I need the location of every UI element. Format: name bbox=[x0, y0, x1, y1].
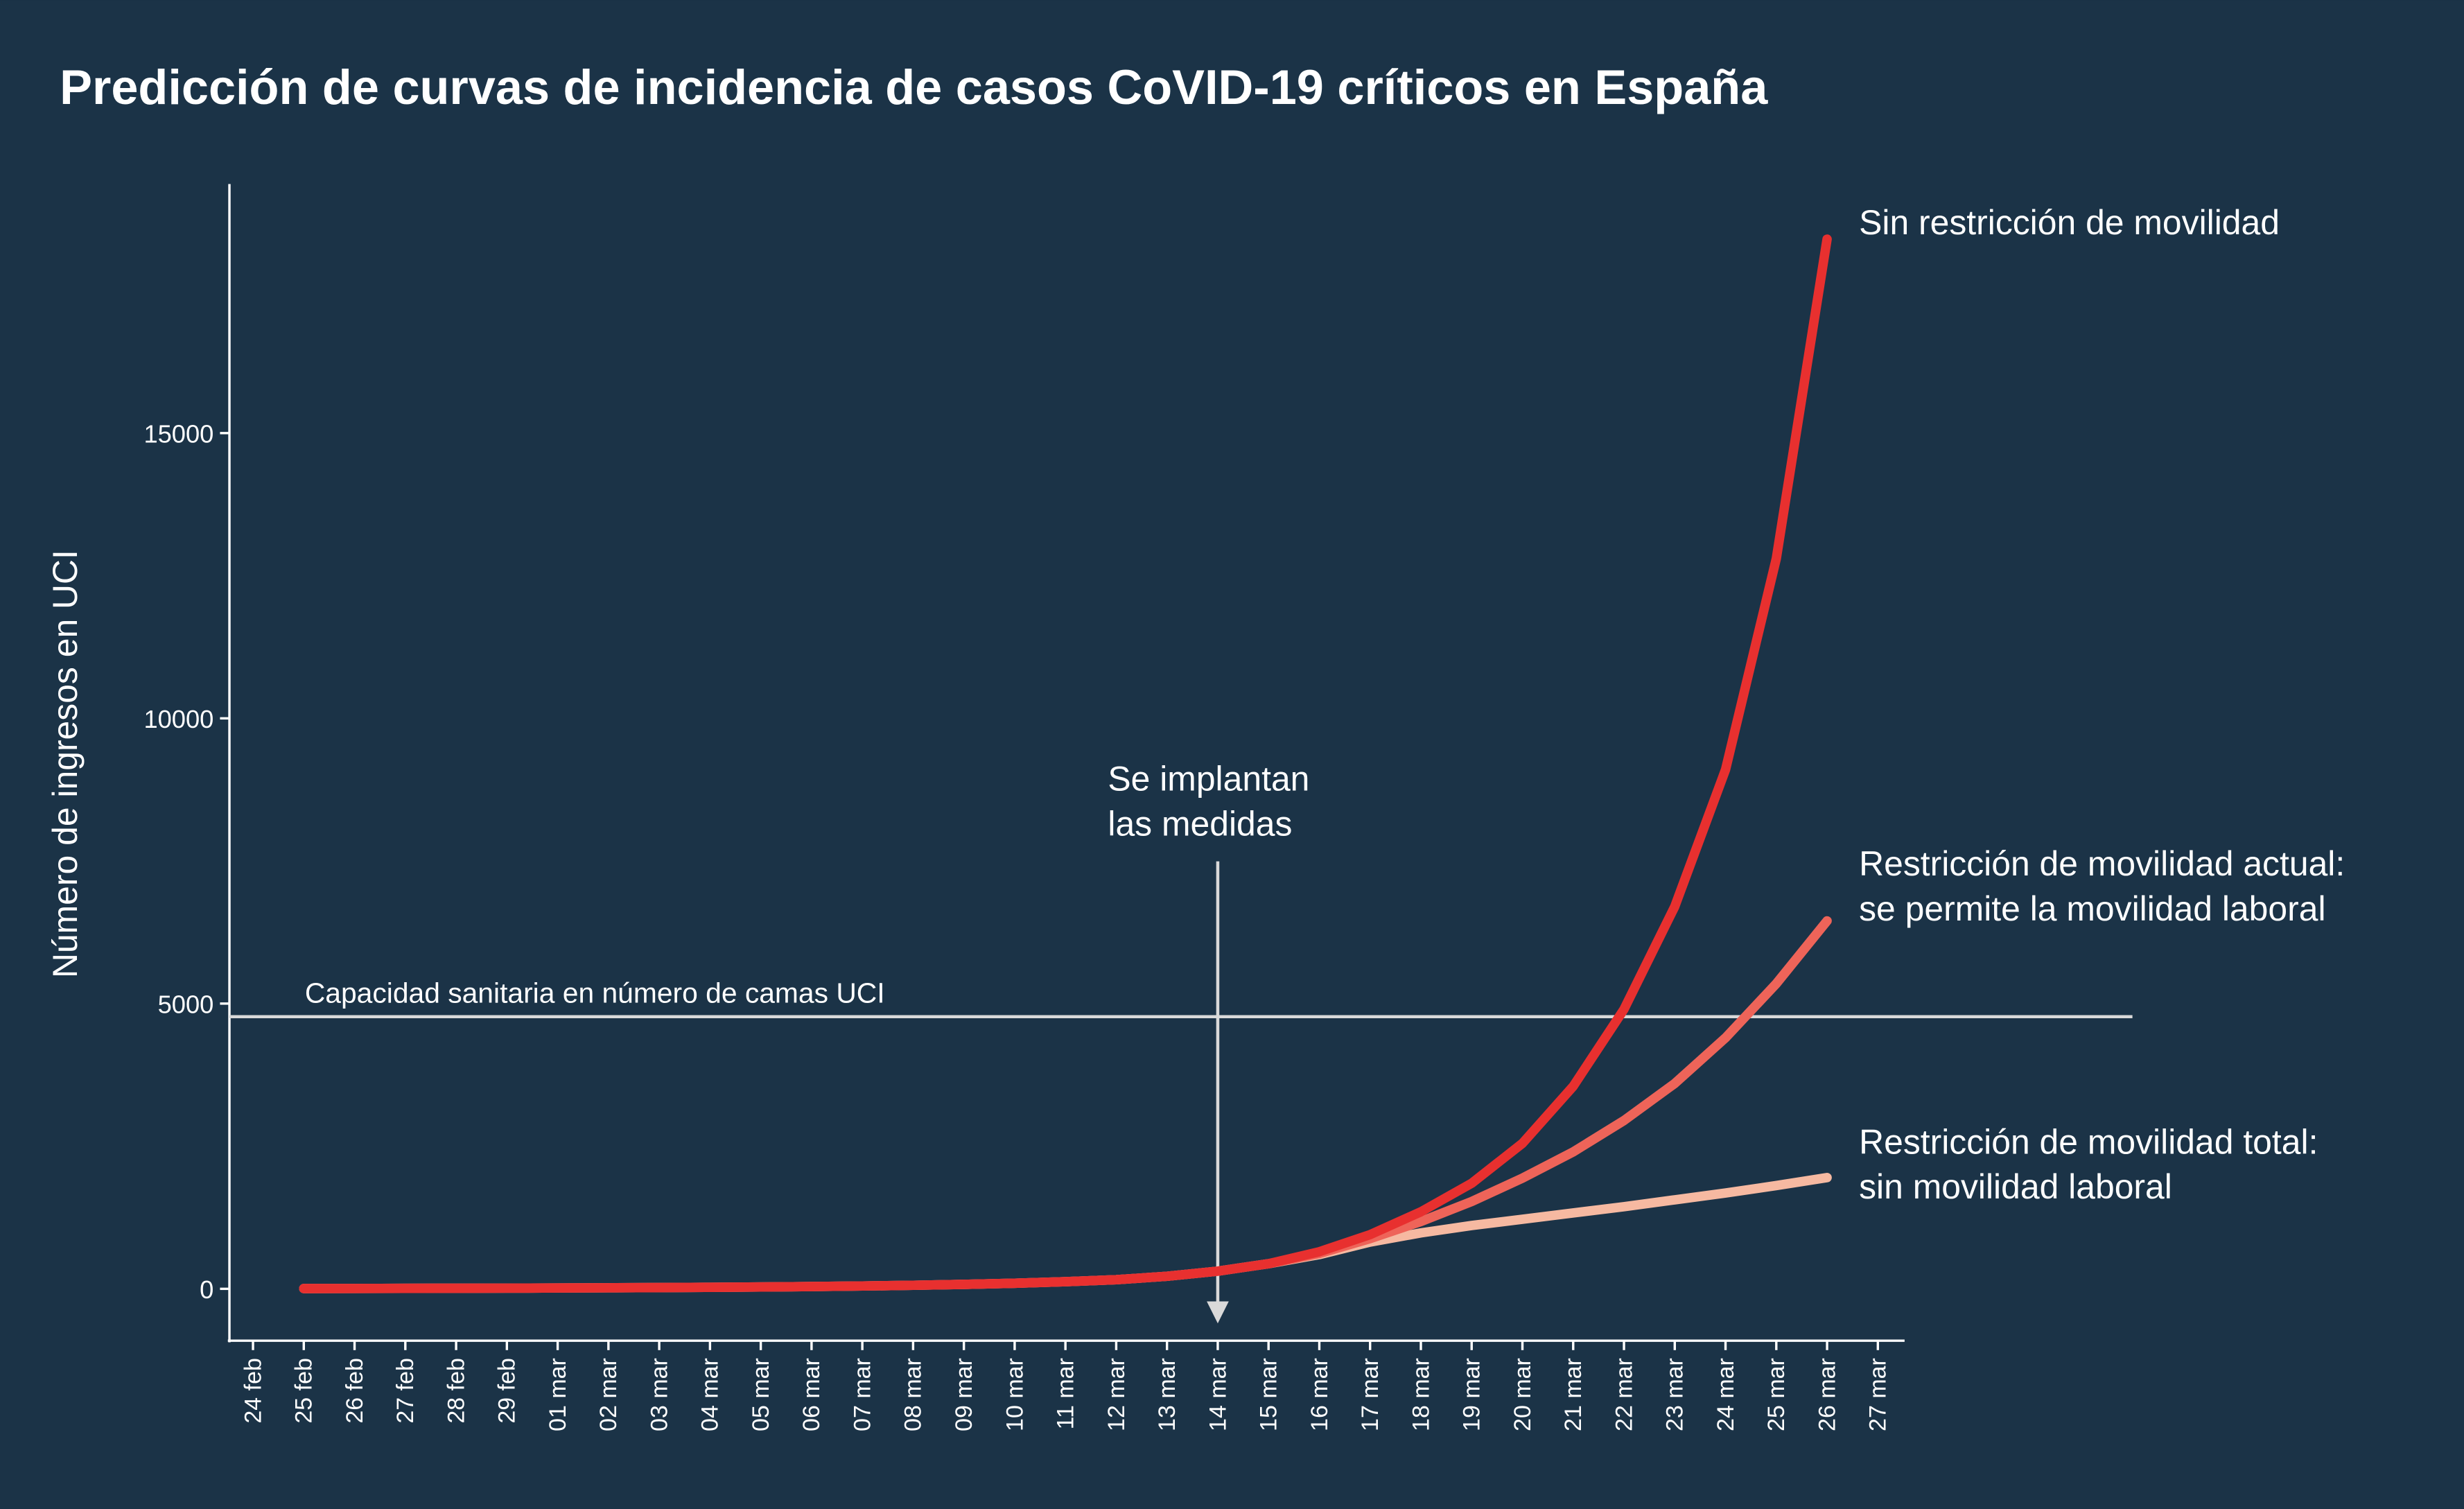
x-tick-label: 23 mar bbox=[1662, 1358, 1688, 1431]
x-tick-label: 25 feb bbox=[291, 1358, 317, 1424]
x-tick-label: 18 mar bbox=[1408, 1358, 1434, 1431]
x-tick-label: 16 mar bbox=[1307, 1358, 1333, 1431]
y-axis-label: Número de ingresos en UCI bbox=[46, 550, 85, 978]
x-tick-label: 14 mar bbox=[1205, 1358, 1231, 1431]
x-tick-label: 22 mar bbox=[1611, 1358, 1637, 1431]
x-tick-label: 26 feb bbox=[342, 1358, 368, 1424]
x-tick-label: 02 mar bbox=[595, 1358, 622, 1431]
x-tick-label: 26 mar bbox=[1814, 1358, 1840, 1431]
y-tick-label: 15000 bbox=[143, 419, 213, 448]
chart-title: Predicción de curvas de incidencia de ca… bbox=[60, 60, 1768, 114]
x-tick-label: 09 mar bbox=[951, 1358, 977, 1431]
x-tick-label: 11 mar bbox=[1053, 1358, 1079, 1429]
event-label: Se implantan las medidas bbox=[1108, 760, 1309, 844]
x-tick-label: 07 mar bbox=[849, 1358, 875, 1431]
event-arrowhead bbox=[1207, 1301, 1229, 1324]
x-tick-label: 19 mar bbox=[1459, 1358, 1485, 1431]
series-label: Restricción de movilidad total: sin movil… bbox=[1859, 1122, 2318, 1206]
x-tick-label: 05 mar bbox=[748, 1358, 774, 1431]
x-tick-label: 17 mar bbox=[1357, 1358, 1383, 1431]
series-label: Restricción de movilidad actual: se permi… bbox=[1859, 844, 2345, 928]
x-tick-label: 24 feb bbox=[240, 1358, 266, 1424]
x-tick-label: 08 mar bbox=[900, 1358, 927, 1431]
series-line bbox=[299, 234, 1832, 1293]
y-tick-label: 0 bbox=[200, 1275, 213, 1304]
x-tick-label: 13 mar bbox=[1154, 1358, 1180, 1431]
x-tick-label: 27 feb bbox=[392, 1358, 419, 1424]
x-tick-label: 06 mar bbox=[798, 1358, 825, 1431]
x-tick-label: 04 mar bbox=[697, 1358, 724, 1431]
series-label: Sin restricción de movilidad bbox=[1859, 203, 2280, 242]
x-tick-label: 21 mar bbox=[1560, 1358, 1587, 1431]
x-tick-label: 20 mar bbox=[1510, 1358, 1536, 1431]
x-tick-label: 27 mar bbox=[1865, 1358, 1891, 1431]
x-tick-label: 10 mar bbox=[1002, 1358, 1028, 1431]
capacity-label: Capacidad sanitaria en número de camas U… bbox=[305, 977, 885, 1009]
x-tick-label: 03 mar bbox=[646, 1358, 672, 1431]
x-tick-label: 24 mar bbox=[1713, 1358, 1739, 1431]
x-tick-label: 01 mar bbox=[545, 1358, 571, 1431]
y-tick-label: 5000 bbox=[158, 990, 214, 1018]
x-tick-label: 15 mar bbox=[1256, 1358, 1282, 1431]
x-tick-label: 25 mar bbox=[1763, 1358, 1790, 1431]
x-tick-label: 12 mar bbox=[1103, 1358, 1130, 1431]
x-tick-label: 28 feb bbox=[443, 1358, 469, 1424]
y-tick-label: 10000 bbox=[143, 705, 213, 733]
x-tick-label: 29 feb bbox=[494, 1358, 521, 1424]
